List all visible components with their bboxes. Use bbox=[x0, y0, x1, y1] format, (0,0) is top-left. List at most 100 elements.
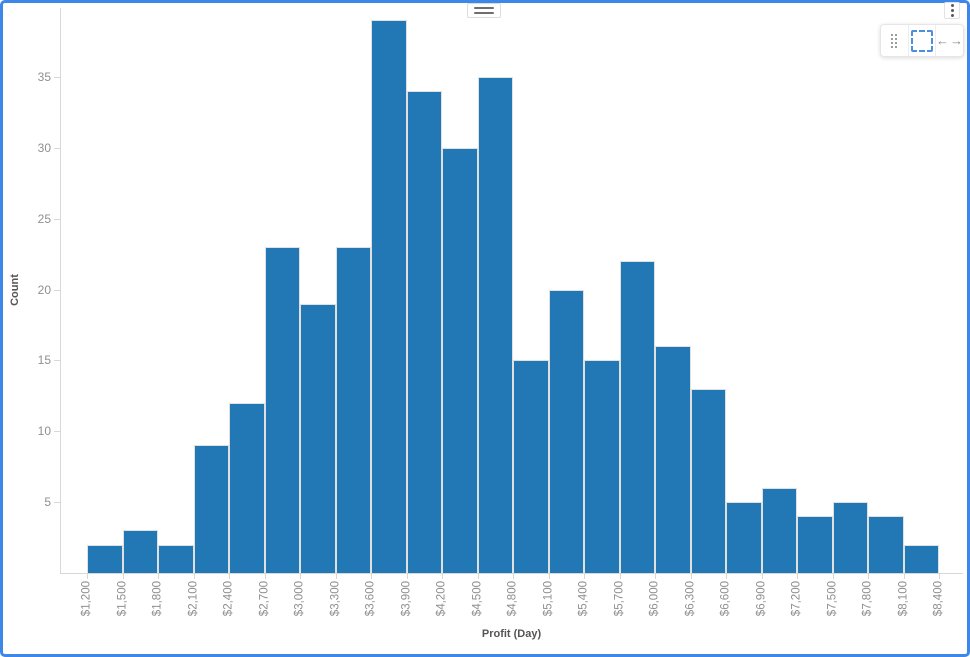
x-tick bbox=[903, 574, 905, 579]
x-tick bbox=[406, 574, 408, 579]
y-tick bbox=[54, 502, 60, 504]
x-tick-label: $3,000 bbox=[293, 581, 306, 617]
y-tick bbox=[54, 360, 60, 362]
x-tick-label: $4,800 bbox=[506, 581, 519, 617]
histogram-bar[interactable] bbox=[761, 487, 797, 573]
x-tick bbox=[513, 574, 514, 579]
x-tick-label: $1,500 bbox=[116, 581, 128, 617]
widget-menu-button[interactable] bbox=[944, 2, 960, 19]
x-tick-label: $6,000 bbox=[648, 581, 661, 617]
marquee-select-icon bbox=[910, 29, 933, 52]
widget-select-button[interactable] bbox=[907, 25, 936, 56]
histogram-bar[interactable] bbox=[371, 20, 407, 573]
x-tick-label: $3,600 bbox=[364, 581, 377, 617]
widget-drag-handle[interactable] bbox=[467, 3, 501, 18]
histogram-bar[interactable] bbox=[335, 247, 371, 573]
histogram-bar[interactable] bbox=[903, 544, 939, 573]
histogram-bar[interactable] bbox=[584, 360, 620, 573]
histogram-bar[interactable] bbox=[406, 91, 442, 573]
resize-horizontal-icon: ← → bbox=[936, 33, 963, 48]
x-tick-label: $8,400 bbox=[932, 581, 945, 617]
x-tick bbox=[832, 574, 834, 579]
drag-grip-icon bbox=[474, 7, 494, 9]
x-tick-label: $3,300 bbox=[329, 581, 341, 617]
y-tick bbox=[54, 77, 60, 79]
histogram-bar[interactable] bbox=[619, 261, 655, 573]
y-tick-label: 30 bbox=[37, 140, 51, 155]
x-tick-label: $6,600 bbox=[719, 581, 732, 617]
x-tick bbox=[371, 574, 372, 579]
drag-grip-icon bbox=[474, 12, 494, 14]
drag-dots-icon bbox=[891, 33, 898, 48]
y-tick bbox=[54, 218, 60, 220]
histogram-bar[interactable] bbox=[158, 544, 194, 573]
x-tick bbox=[122, 574, 124, 579]
x-tick-label: $5,700 bbox=[613, 581, 625, 617]
x-tick bbox=[87, 574, 88, 579]
x-tick bbox=[477, 574, 479, 579]
histogram-bar[interactable] bbox=[229, 402, 265, 573]
y-axis-line bbox=[60, 8, 61, 573]
x-tick-label: $1,800 bbox=[151, 581, 164, 617]
histogram-bar[interactable] bbox=[797, 516, 833, 573]
x-tick-label: $5,400 bbox=[577, 581, 590, 617]
x-tick bbox=[868, 574, 869, 579]
x-tick-label: $2,700 bbox=[258, 581, 270, 617]
x-tick bbox=[229, 574, 230, 579]
histogram-bar[interactable] bbox=[868, 516, 904, 573]
y-tick-label: 15 bbox=[37, 353, 51, 368]
y-tick bbox=[54, 289, 60, 291]
x-tick bbox=[690, 574, 692, 579]
x-tick bbox=[193, 574, 195, 579]
y-tick-label: 25 bbox=[37, 211, 51, 226]
histogram-bar[interactable] bbox=[264, 247, 300, 573]
y-tick-label: 5 bbox=[44, 495, 51, 510]
y-tick bbox=[54, 431, 60, 433]
x-tick-label: $6,900 bbox=[755, 581, 767, 617]
histogram-bar[interactable] bbox=[690, 388, 726, 573]
x-tick-label: $2,100 bbox=[187, 581, 199, 617]
x-tick bbox=[939, 574, 940, 579]
x-tick-label: $3,900 bbox=[400, 581, 412, 617]
y-tick-label: 10 bbox=[37, 424, 51, 439]
widget-resize-button[interactable]: ← → bbox=[935, 25, 963, 56]
x-tick bbox=[264, 574, 266, 579]
widget-drag-button[interactable] bbox=[881, 25, 908, 56]
x-tick bbox=[797, 574, 798, 579]
x-tick bbox=[335, 574, 337, 579]
x-tick-label: $8,100 bbox=[897, 581, 909, 617]
histogram-bar[interactable] bbox=[122, 530, 158, 573]
x-tick-label: $4,200 bbox=[435, 581, 448, 617]
x-tick bbox=[584, 574, 585, 579]
x-tick bbox=[548, 574, 550, 579]
histogram-bar[interactable] bbox=[655, 346, 691, 573]
x-tick bbox=[300, 574, 301, 579]
histogram-bar[interactable] bbox=[442, 147, 478, 573]
x-axis-title: Profit (Day) bbox=[481, 628, 542, 640]
x-tick-label: $7,800 bbox=[861, 581, 874, 617]
histogram-bar[interactable] bbox=[477, 77, 513, 573]
widget-hover-toolbar: ← → bbox=[880, 24, 964, 57]
y-tick-label: 20 bbox=[37, 282, 51, 297]
histogram-bar[interactable] bbox=[300, 303, 336, 573]
histogram-bar[interactable] bbox=[548, 289, 584, 573]
x-tick-label: $7,500 bbox=[826, 581, 838, 617]
x-tick-label: $2,400 bbox=[222, 581, 235, 617]
histogram-bar[interactable] bbox=[193, 445, 229, 573]
histogram-bar[interactable] bbox=[832, 502, 868, 573]
x-tick-label: $6,300 bbox=[684, 581, 696, 617]
x-tick-label: $4,500 bbox=[471, 581, 483, 617]
y-tick bbox=[54, 147, 60, 149]
x-tick bbox=[655, 574, 656, 579]
x-tick bbox=[158, 574, 159, 579]
x-axis-line bbox=[60, 573, 963, 574]
x-tick-label: $5,100 bbox=[542, 581, 554, 617]
histogram-bar[interactable] bbox=[726, 502, 762, 573]
histogram-bar[interactable] bbox=[513, 360, 549, 573]
x-tick bbox=[619, 574, 621, 579]
histogram-bar[interactable] bbox=[87, 544, 123, 573]
x-tick bbox=[761, 574, 763, 579]
kebab-menu-icon bbox=[950, 4, 954, 17]
